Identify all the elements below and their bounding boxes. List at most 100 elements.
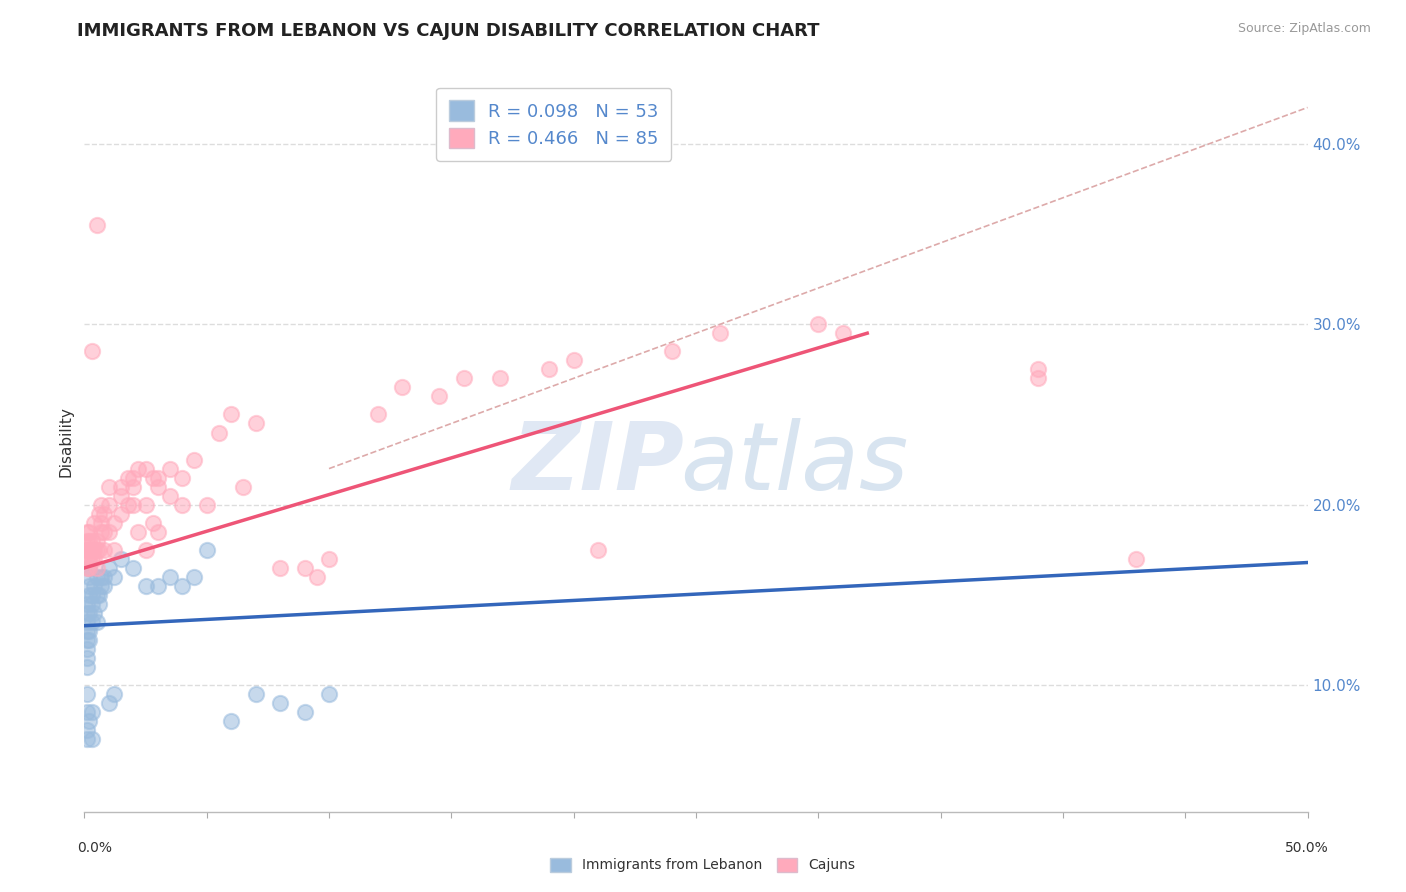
Point [76, 651, 98, 665]
Point [87, 542, 110, 557]
Point [87, 507, 110, 521]
Point [76, 561, 98, 575]
Point [80, 597, 103, 611]
Point [219, 408, 242, 422]
Point [172, 470, 194, 484]
Point [77, 561, 100, 575]
Point [146, 579, 169, 593]
Point [661, 344, 683, 359]
Point [269, 561, 291, 575]
Point [135, 461, 157, 475]
Point [80, 552, 103, 566]
Point [294, 561, 316, 575]
Point [232, 480, 254, 494]
Point [87, 588, 110, 602]
Point [86, 218, 108, 232]
Point [93, 524, 115, 539]
Point [97, 561, 120, 575]
Point [142, 470, 165, 484]
Point [77, 714, 100, 729]
Point [90, 570, 112, 584]
Point [208, 425, 231, 440]
Point [77, 588, 100, 602]
Point [146, 524, 169, 539]
Point [142, 516, 165, 530]
Point [76, 542, 98, 557]
Point [83, 552, 105, 566]
Point [117, 470, 139, 484]
Point [86, 570, 108, 584]
Point [159, 570, 181, 584]
Point [76, 706, 98, 720]
Point [76, 732, 98, 747]
Point [76, 633, 98, 648]
Point [245, 417, 267, 431]
Point [77, 561, 100, 575]
Point [117, 498, 139, 512]
Point [86, 542, 108, 557]
Point [90, 579, 112, 593]
Point [80, 344, 103, 359]
Legend: R = 0.098   N = 53, R = 0.466   N = 85: R = 0.098 N = 53, R = 0.466 N = 85 [436, 87, 671, 161]
Point [127, 461, 149, 475]
Point [453, 371, 475, 385]
Point [269, 697, 291, 711]
Point [807, 317, 830, 331]
Point [367, 408, 389, 422]
Point [183, 452, 205, 467]
Point [172, 579, 194, 593]
Point [80, 588, 103, 602]
Point [77, 542, 100, 557]
Point [135, 579, 157, 593]
Point [122, 561, 145, 575]
Point [110, 480, 132, 494]
Point [1125, 552, 1147, 566]
Point [76, 660, 98, 674]
Point [318, 687, 340, 701]
Point [76, 542, 98, 557]
Point [195, 498, 218, 512]
Point [76, 533, 98, 548]
Point [90, 524, 112, 539]
Point [77, 633, 100, 648]
Point [110, 552, 132, 566]
Point [77, 579, 100, 593]
Point [86, 615, 108, 629]
Point [83, 579, 105, 593]
Point [103, 687, 125, 701]
Point [76, 615, 98, 629]
Point [76, 687, 98, 701]
Point [159, 489, 181, 503]
Text: ZIP: ZIP [512, 417, 685, 509]
Point [305, 570, 328, 584]
Point [77, 533, 100, 548]
Point [1028, 371, 1050, 385]
Point [489, 371, 512, 385]
Point [146, 470, 169, 484]
Point [1028, 362, 1050, 376]
Point [76, 524, 98, 539]
Point [76, 606, 98, 620]
Point [77, 542, 100, 557]
Point [86, 561, 108, 575]
Point [93, 507, 115, 521]
Point [80, 615, 103, 629]
Point [86, 533, 108, 548]
Y-axis label: Disability: Disability [58, 406, 73, 477]
Point [195, 542, 218, 557]
Point [76, 552, 98, 566]
Point [122, 480, 145, 494]
Point [538, 362, 561, 376]
Point [77, 570, 100, 584]
Point [122, 498, 145, 512]
Point [77, 624, 100, 639]
Point [245, 687, 267, 701]
Point [709, 326, 731, 341]
Point [103, 570, 125, 584]
Point [83, 542, 105, 557]
Point [76, 597, 98, 611]
Point [93, 570, 115, 584]
Text: atlas: atlas [679, 418, 908, 509]
Point [80, 542, 103, 557]
Point [80, 706, 103, 720]
